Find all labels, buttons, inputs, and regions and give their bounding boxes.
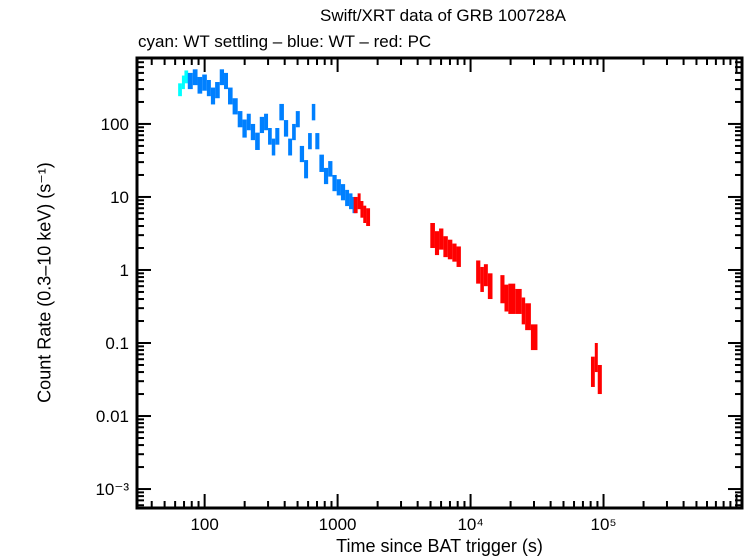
- data-point: [594, 343, 598, 373]
- data-point: [271, 138, 276, 156]
- data-point: [295, 111, 300, 128]
- chart-title: Swift/XRT data of GRB 100728A: [319, 6, 566, 25]
- data-point: [439, 228, 444, 250]
- data-point: [480, 266, 484, 292]
- data-point: [452, 243, 457, 262]
- data-point: [288, 138, 293, 156]
- data-point: [476, 260, 481, 284]
- data-point: [275, 127, 280, 145]
- data-point: [224, 72, 229, 90]
- data-point: [434, 231, 440, 256]
- plot-frame: [135, 56, 744, 510]
- data-point: [360, 201, 364, 218]
- data-point: [246, 113, 251, 131]
- data-point: [366, 208, 371, 227]
- data-point: [508, 283, 516, 314]
- data-point: [304, 160, 309, 179]
- data-point: [328, 161, 333, 177]
- data-point: [242, 119, 247, 138]
- data-point: [197, 76, 203, 94]
- data-point: [232, 98, 238, 115]
- data-point: [178, 83, 182, 97]
- data-point: [202, 74, 207, 91]
- x-tick-label: 100: [190, 515, 218, 534]
- data-point: [363, 205, 367, 223]
- data-point: [353, 196, 358, 214]
- data-point: [264, 113, 269, 131]
- data-point: [525, 303, 531, 331]
- data-point: [192, 69, 198, 86]
- data-point: [292, 123, 296, 141]
- data-point: [504, 284, 509, 312]
- data-point: [259, 116, 265, 134]
- data-point: [349, 193, 353, 210]
- data-point: [250, 123, 256, 141]
- data-point: [255, 132, 260, 150]
- data-point: [323, 167, 329, 185]
- y-tick-label: 0.01: [96, 407, 129, 426]
- data-point: [357, 193, 361, 210]
- y-tick-label: 0.1: [105, 334, 129, 353]
- data-point: [340, 184, 346, 201]
- x-tick-label: 1000: [319, 515, 357, 534]
- data-point: [521, 297, 526, 325]
- data-point: [206, 79, 211, 97]
- data-point: [237, 111, 243, 128]
- data-point: [184, 70, 189, 84]
- y-tick-label: 10: [110, 188, 129, 207]
- data-point: [430, 222, 435, 249]
- data-point: [268, 127, 272, 145]
- data-point: [319, 154, 324, 172]
- data-point: [443, 236, 448, 258]
- x-tick-label: 10⁴: [457, 515, 483, 534]
- data-point: [456, 246, 461, 267]
- data-point: [210, 87, 216, 105]
- chart-subtitle: cyan: WT settling – blue: WT – red: PC: [138, 32, 432, 51]
- y-tick-label: 1: [120, 261, 129, 280]
- data-point: [315, 133, 320, 150]
- data-point: [299, 145, 305, 163]
- data-point: [311, 103, 316, 121]
- data-point: [332, 174, 337, 192]
- data-point: [336, 179, 341, 196]
- data-point: [530, 324, 538, 351]
- data-point: [483, 264, 488, 287]
- y-tick-label: 100: [101, 115, 129, 134]
- x-tick-label: 10⁵: [591, 515, 617, 534]
- data-point: [215, 82, 220, 99]
- data-point: [181, 75, 185, 90]
- data-point: [345, 189, 350, 207]
- data-point: [590, 356, 595, 387]
- y-tick-label: 10⁻³: [95, 480, 129, 499]
- data-point: [487, 273, 493, 300]
- data-point: [308, 133, 312, 150]
- data-point: [187, 72, 193, 90]
- data-point: [447, 239, 453, 260]
- data-point: [283, 120, 289, 137]
- data-point: [228, 87, 233, 105]
- data-point: [597, 364, 602, 395]
- data-point: [219, 69, 225, 86]
- data-point: [515, 288, 522, 314]
- x-axis-label: Time since BAT trigger (s): [336, 536, 543, 556]
- data-point: [500, 275, 505, 304]
- data-point: [279, 103, 284, 121]
